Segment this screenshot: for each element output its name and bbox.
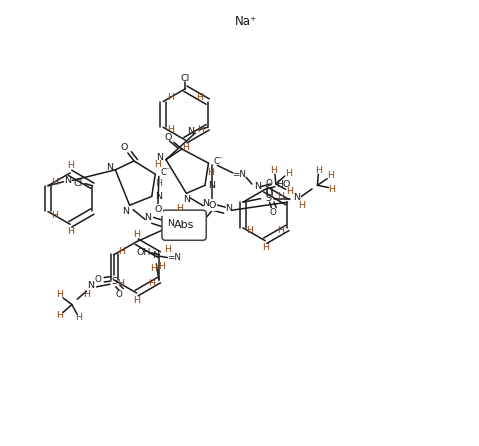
Text: H: H xyxy=(167,93,174,102)
Text: H: H xyxy=(133,296,140,305)
Text: N: N xyxy=(294,193,300,202)
Text: H: H xyxy=(167,125,174,134)
Text: H: H xyxy=(197,125,204,134)
Text: H: H xyxy=(76,314,82,322)
Text: H: H xyxy=(118,248,125,256)
Text: O: O xyxy=(94,275,101,284)
Text: H: H xyxy=(196,93,203,102)
Text: O: O xyxy=(115,290,122,299)
Text: H: H xyxy=(56,290,63,299)
Text: H: H xyxy=(133,230,140,239)
Text: H: H xyxy=(285,187,293,197)
Text: =N: =N xyxy=(233,170,246,179)
Text: H: H xyxy=(285,169,292,178)
Text: C: C xyxy=(213,157,219,166)
Text: H: H xyxy=(164,245,171,254)
Text: H: H xyxy=(67,161,74,170)
Text: H: H xyxy=(207,169,214,178)
Text: N: N xyxy=(88,281,94,290)
Text: N: N xyxy=(187,127,194,136)
Text: N: N xyxy=(123,207,129,216)
Text: N: N xyxy=(152,251,159,260)
Text: H: H xyxy=(159,262,166,271)
Text: H: H xyxy=(315,166,322,175)
Text: H: H xyxy=(67,227,74,236)
Text: O: O xyxy=(265,178,272,188)
Text: H: H xyxy=(56,311,63,320)
Text: H: H xyxy=(150,264,157,273)
Text: H: H xyxy=(262,244,269,252)
Text: H: H xyxy=(52,178,58,187)
Text: S: S xyxy=(112,277,117,285)
Text: HO: HO xyxy=(276,180,290,190)
Text: H: H xyxy=(277,226,284,235)
Text: N: N xyxy=(64,176,71,185)
Text: N: N xyxy=(144,213,151,222)
Text: H: H xyxy=(270,166,277,175)
Text: N: N xyxy=(225,204,232,213)
Text: N: N xyxy=(156,153,163,162)
Text: ⁻: ⁻ xyxy=(166,165,170,174)
Text: N: N xyxy=(207,181,215,190)
Text: H: H xyxy=(247,226,253,235)
Text: Cl: Cl xyxy=(181,74,190,83)
Text: H: H xyxy=(52,211,58,219)
Text: N: N xyxy=(107,163,114,172)
Text: H: H xyxy=(277,192,284,201)
Text: H: H xyxy=(154,160,161,169)
Text: Na⁺: Na⁺ xyxy=(235,15,257,28)
Text: O: O xyxy=(270,208,276,217)
Text: O: O xyxy=(154,205,161,214)
Text: H: H xyxy=(155,178,162,188)
Text: H: H xyxy=(298,201,305,210)
Text: OH: OH xyxy=(136,248,150,257)
Text: Cl: Cl xyxy=(74,179,83,188)
Text: H: H xyxy=(327,171,334,180)
FancyBboxPatch shape xyxy=(162,210,206,240)
Text: O: O xyxy=(208,201,216,210)
Text: H: H xyxy=(328,185,335,194)
Text: Abs: Abs xyxy=(174,220,194,230)
Text: N: N xyxy=(183,195,190,204)
Text: O: O xyxy=(121,143,128,152)
Text: H: H xyxy=(117,279,124,288)
Text: =N: =N xyxy=(167,253,181,262)
Text: C: C xyxy=(160,169,166,178)
Text: H: H xyxy=(182,143,189,152)
Text: H: H xyxy=(148,279,155,288)
Text: O: O xyxy=(165,133,172,142)
Text: ⁻: ⁻ xyxy=(219,154,223,163)
Text: S: S xyxy=(266,194,272,203)
Text: H: H xyxy=(83,290,91,299)
Text: H: H xyxy=(176,204,183,213)
Text: N: N xyxy=(254,182,261,191)
Text: N: N xyxy=(167,219,174,228)
Text: N: N xyxy=(202,199,209,208)
Text: N: N xyxy=(155,192,162,201)
